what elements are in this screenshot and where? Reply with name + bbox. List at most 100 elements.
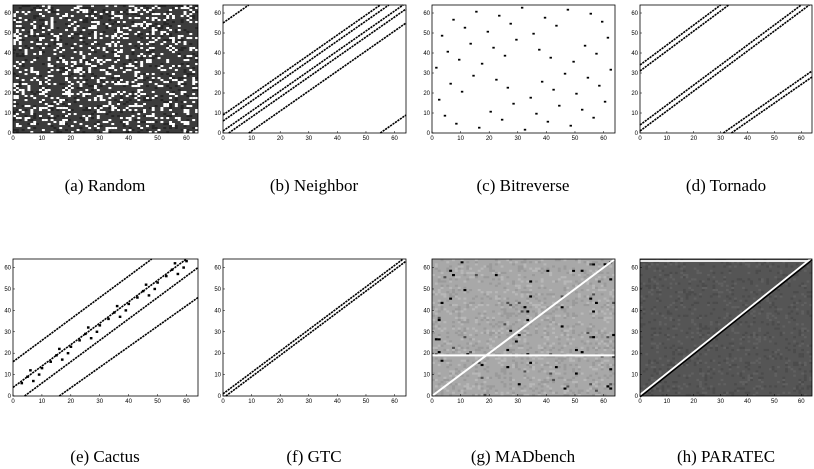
data-cell xyxy=(640,282,643,285)
data-cell xyxy=(125,55,129,58)
data-cell xyxy=(574,355,578,358)
x-tick-label: 60 xyxy=(183,399,190,405)
data-cell xyxy=(787,391,791,394)
x-tick-label: 10 xyxy=(248,399,255,405)
data-cell xyxy=(166,123,170,126)
data-cell xyxy=(192,97,196,100)
data-cell xyxy=(145,95,149,98)
data-cell xyxy=(463,316,467,319)
x-tick-label: 10 xyxy=(664,136,671,142)
data-cell xyxy=(174,105,178,108)
data-cell xyxy=(79,67,83,70)
data-cell xyxy=(47,105,51,108)
data-cell xyxy=(685,363,689,367)
data-cell xyxy=(500,370,504,373)
data-cell xyxy=(446,366,450,369)
data-cell xyxy=(39,9,42,12)
data-cell xyxy=(59,99,63,102)
data-cell xyxy=(664,278,667,281)
data-cell xyxy=(183,129,187,132)
data-cell xyxy=(592,378,596,382)
data-cell xyxy=(452,321,455,324)
data-cell xyxy=(131,85,135,88)
data-cell xyxy=(543,383,547,386)
y-tick-label: 60 xyxy=(4,266,11,272)
data-cell xyxy=(117,77,120,80)
data-cell xyxy=(526,376,530,379)
data-cell xyxy=(529,261,533,264)
data-cell xyxy=(460,323,464,326)
data-cell xyxy=(701,338,705,341)
data-cell xyxy=(723,308,727,311)
data-cell xyxy=(606,359,610,362)
data-cell xyxy=(151,35,155,38)
data-cell xyxy=(563,267,567,270)
x-tick-label: 60 xyxy=(600,399,607,405)
data-cell xyxy=(457,314,461,317)
data-cell xyxy=(151,27,155,30)
data-cell xyxy=(24,83,28,86)
data-cell xyxy=(580,351,584,354)
data-cell xyxy=(15,53,19,56)
data-cell xyxy=(446,310,450,313)
data-cell xyxy=(79,123,83,126)
data-cell xyxy=(105,131,109,134)
data-cell xyxy=(642,393,646,397)
data-cell xyxy=(174,41,178,44)
data-cell xyxy=(489,323,493,326)
data-cell xyxy=(742,383,745,386)
data-cell xyxy=(460,353,464,356)
data-cell xyxy=(537,299,541,302)
data-cell xyxy=(70,73,74,76)
data-cell xyxy=(33,105,37,108)
data-cell xyxy=(180,39,184,42)
data-cell xyxy=(434,393,438,397)
data-cell xyxy=(666,368,670,371)
data-cell xyxy=(452,348,455,352)
data-cell xyxy=(534,306,538,309)
data-cell xyxy=(13,35,16,38)
data-cell xyxy=(49,360,52,363)
data-cell xyxy=(640,325,643,328)
data-cell xyxy=(73,29,77,32)
data-cell xyxy=(680,387,684,390)
x-tick-label: 30 xyxy=(305,399,312,405)
data-cell xyxy=(189,55,193,58)
data-cell xyxy=(691,357,694,360)
data-cell xyxy=(30,69,34,72)
data-cell xyxy=(67,91,71,94)
data-cell xyxy=(709,376,713,379)
data-cell xyxy=(122,85,126,88)
data-cell xyxy=(589,374,593,377)
data-cell xyxy=(586,303,590,307)
data-cell xyxy=(70,33,74,36)
data-cell xyxy=(494,259,498,262)
data-cell xyxy=(122,125,126,128)
data-cell xyxy=(677,318,681,322)
data-cell xyxy=(446,361,450,364)
data-cell xyxy=(145,51,149,54)
data-cell xyxy=(642,297,646,300)
data-cell xyxy=(457,308,461,311)
data-cell xyxy=(512,391,515,394)
data-cell xyxy=(494,323,498,326)
data-cell xyxy=(506,348,510,352)
data-cell xyxy=(717,316,721,319)
data-cell xyxy=(166,11,170,14)
data-cell xyxy=(572,391,576,394)
data-cell xyxy=(41,37,45,40)
data-cell xyxy=(517,310,521,313)
data-cell xyxy=(85,15,89,18)
data-cell xyxy=(151,125,155,128)
data-cell xyxy=(656,312,659,315)
x-tick-label: 0 xyxy=(638,136,642,142)
data-cell xyxy=(108,119,112,122)
data-cell xyxy=(572,331,576,334)
data-cell xyxy=(180,85,184,88)
data-cell xyxy=(440,301,444,304)
data-cell xyxy=(88,115,92,118)
data-cell xyxy=(154,23,158,26)
data-cell xyxy=(777,286,780,290)
data-cell xyxy=(486,321,490,324)
